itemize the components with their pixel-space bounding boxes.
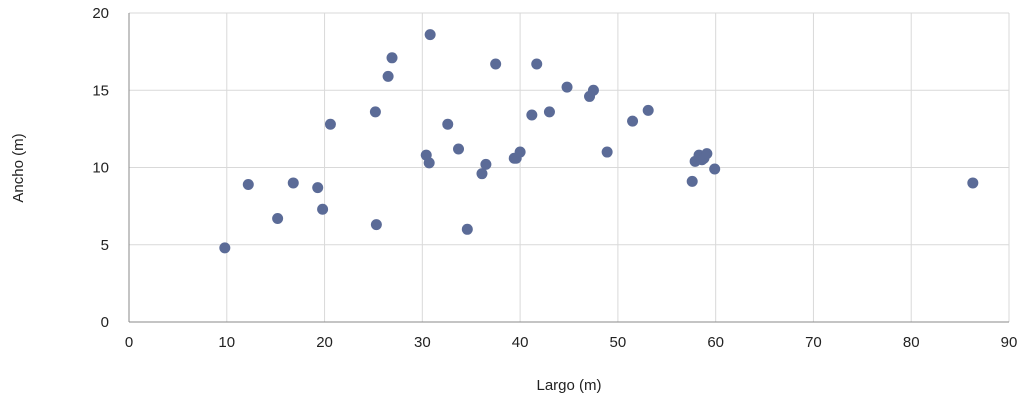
data-point	[461, 223, 473, 235]
data-point	[453, 143, 465, 155]
data-point	[642, 104, 654, 116]
x-tick-label: 80	[903, 334, 920, 351]
data-point	[442, 118, 454, 130]
axes	[128, 13, 1009, 323]
y-tick-label: 0	[101, 314, 109, 331]
data-point	[242, 178, 254, 190]
data-point	[370, 219, 382, 231]
data-point	[490, 58, 502, 70]
x-tick-label: 10	[218, 334, 235, 351]
data-point	[627, 115, 639, 127]
data-point	[272, 212, 284, 224]
data-point	[561, 81, 573, 93]
data-point	[219, 242, 231, 254]
data-point	[369, 106, 381, 118]
x-tick-label: 50	[610, 334, 627, 351]
data-points	[219, 29, 979, 254]
data-point	[514, 146, 526, 158]
grid	[129, 12, 1010, 322]
data-point	[287, 177, 299, 189]
x-tick-label: 30	[414, 334, 431, 351]
data-point	[531, 58, 543, 70]
x-tick-label: 90	[1001, 334, 1018, 351]
x-tick-label: 70	[805, 334, 822, 351]
data-point	[587, 84, 599, 96]
data-point	[317, 203, 329, 215]
data-point	[967, 177, 979, 189]
data-point	[601, 146, 613, 158]
data-point	[424, 29, 436, 41]
x-tick-label: 60	[707, 334, 724, 351]
y-tick-label: 20	[92, 5, 109, 22]
data-point	[701, 148, 713, 160]
x-tick-label: 0	[125, 334, 133, 351]
data-point	[386, 52, 398, 64]
y-tick-label: 10	[92, 160, 109, 177]
data-point	[324, 118, 336, 130]
y-tick-label: 5	[101, 237, 109, 254]
y-axis-title: Ancho (m)	[10, 133, 27, 202]
data-point	[476, 168, 488, 180]
x-tick-label: 20	[316, 334, 333, 351]
data-point	[686, 175, 698, 187]
x-axis-title: Largo (m)	[536, 377, 601, 394]
data-point	[423, 157, 435, 169]
data-point	[480, 158, 492, 170]
y-tick-label: 15	[92, 82, 109, 99]
data-point	[543, 106, 555, 118]
data-point	[526, 109, 538, 121]
tick-labels: 0 10 20 30 40 50 60 70 80 90 0 5 10 15 20	[92, 5, 1017, 351]
x-tick-label: 40	[512, 334, 529, 351]
data-point	[709, 163, 721, 175]
data-point	[382, 70, 394, 82]
data-point	[312, 182, 324, 194]
